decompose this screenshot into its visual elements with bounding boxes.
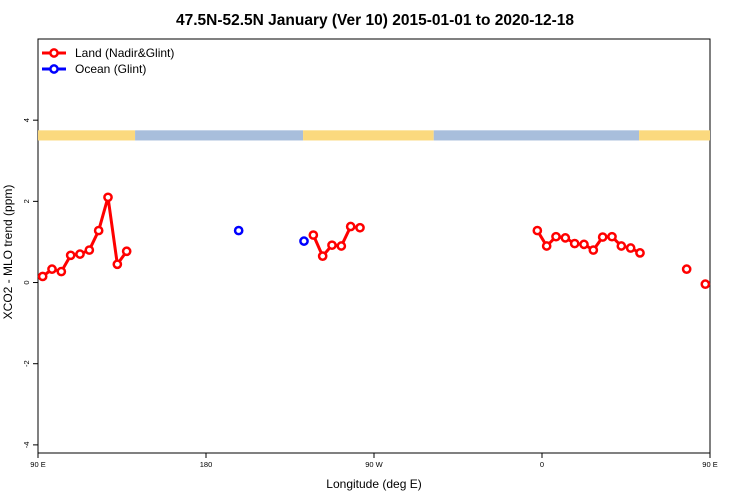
data-point: [327, 240, 337, 251]
data-point: [579, 239, 589, 250]
data-point: [355, 222, 365, 233]
y-tick-label: 4: [22, 118, 31, 122]
x-tick-label: 90 W: [365, 460, 383, 469]
data-point: [121, 246, 132, 257]
data-point: [607, 231, 617, 242]
data-point: [532, 225, 543, 236]
y-tick-label: -2: [22, 360, 31, 367]
band-segment-ocean: [433, 130, 640, 141]
data-point: [56, 266, 67, 277]
chart-title: 47.5N-52.5N January (Ver 10) 2015-01-01 …: [176, 12, 574, 29]
x-tick-label: 90 E: [30, 460, 45, 469]
data-point: [84, 245, 95, 255]
series-line: [311, 224, 361, 259]
data-point: [37, 271, 48, 282]
plot-frame: [37, 38, 711, 454]
legend-marker: [49, 48, 59, 58]
data-point: [635, 248, 645, 258]
data-point: [560, 233, 571, 243]
y-axis-ticks: -4 -2 0 2 4: [22, 118, 38, 448]
data-point: [103, 192, 113, 203]
data-point: [336, 241, 347, 251]
data-point: [681, 264, 692, 274]
series-0: [37, 192, 711, 290]
band-segment-land: [639, 130, 710, 141]
data-point: [75, 249, 85, 259]
data-point: [47, 264, 57, 274]
x-tick-label: 180: [200, 460, 213, 469]
y-tick-label: -4: [22, 442, 31, 449]
data-point: [597, 232, 608, 242]
legend-label: Land (Nadir&Glint): [75, 46, 174, 60]
legend-marker: [49, 64, 59, 74]
data-point: [93, 225, 104, 236]
data-point: [625, 243, 636, 253]
data-point: [233, 225, 244, 236]
data-point: [569, 238, 580, 249]
land-ocean-band: [38, 130, 710, 141]
data-point: [588, 245, 599, 255]
y-tick-label: 0: [22, 280, 31, 284]
band-segment-ocean: [135, 130, 304, 141]
band-segment-land: [38, 130, 136, 141]
series-1: [233, 225, 309, 246]
data-point: [317, 251, 328, 261]
data-point: [541, 241, 552, 251]
legend: Land (Nadir&Glint) Ocean (Glint): [42, 46, 174, 76]
x-axis-ticks: 90 E 180 90 W 0 90 E: [30, 453, 718, 469]
band-segment-land: [303, 130, 434, 141]
data-point: [551, 231, 561, 242]
data-point: [112, 259, 123, 270]
y-tick-label: 2: [22, 199, 31, 203]
x-axis-label: Longitude (deg E): [326, 477, 421, 491]
data-point: [700, 279, 711, 290]
data-point: [299, 236, 309, 246]
x-tick-label: 90 E: [702, 460, 717, 469]
x-tick-label: 0: [540, 460, 544, 469]
data-point: [65, 250, 76, 261]
series-layer: [37, 192, 711, 290]
y-axis-label: XCO2 - MLO trend (ppm): [1, 185, 15, 320]
legend-label: Ocean (Glint): [75, 62, 146, 76]
data-point: [345, 221, 356, 232]
data-point: [308, 230, 319, 240]
data-point: [616, 241, 627, 251]
